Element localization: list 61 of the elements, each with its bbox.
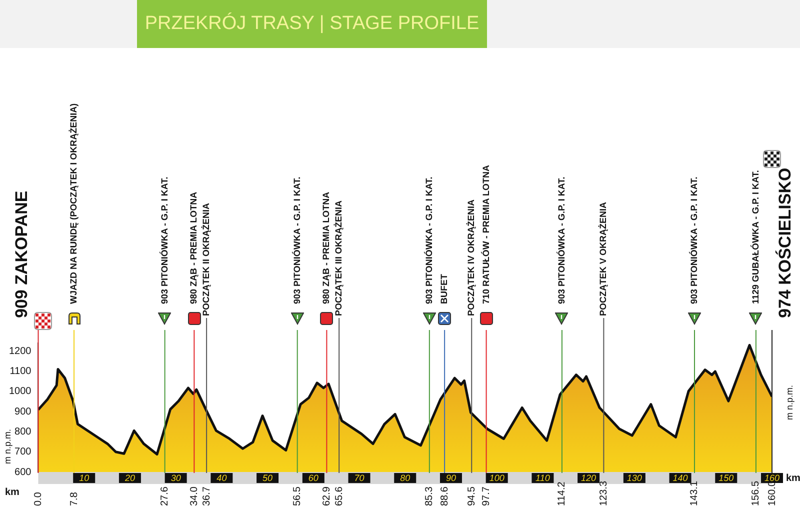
x2-tick-label: 94.5 xyxy=(466,486,478,506)
y-tick-label: 900 xyxy=(14,406,32,418)
x-tick-label: 130 xyxy=(626,473,642,483)
x-tick-label: 110 xyxy=(536,473,550,483)
y-axis-title: m n.p.m. xyxy=(2,428,12,464)
ref-line-label: POCZĄTEK II OKRĄŻENIA xyxy=(201,202,212,316)
ref-line-label: 980 ZĄB - PREMIA LOTNA xyxy=(188,191,199,304)
ref-line-label: WJAZD NA RUNDĘ (POCZĄTEK I OKRĄŻENIA) xyxy=(68,103,78,304)
x-tick-label: 50 xyxy=(262,473,273,483)
y-tick-label: 600 xyxy=(14,466,32,478)
x2-tick-label: 97.7 xyxy=(481,486,492,506)
y-tick-label: 800 xyxy=(14,426,32,438)
x2-tick-label: 7.8 xyxy=(68,492,80,506)
x-tick-label: 10 xyxy=(79,473,90,483)
ref-line-label: 710 RATUŁÓW - PREMIA LOTNA xyxy=(480,164,491,304)
x-tick-label: 40 xyxy=(216,473,227,483)
x2-tick-label: 85.3 xyxy=(424,486,436,506)
x2-tick-label: 27.6 xyxy=(160,486,171,506)
ref-line-label: POCZĄTEK III OKRĄŻENIA xyxy=(334,200,344,316)
ref-line-label: 903 PITONIÓWKA - G.P. I KAT. xyxy=(292,176,302,304)
y-tick-label: 1100 xyxy=(10,366,32,377)
ref-line-label: BUFET xyxy=(439,274,450,304)
x2-tick-label: 88.6 xyxy=(439,486,450,506)
text: km xyxy=(5,486,20,498)
x2-tick-label: 123.3 xyxy=(598,480,610,506)
x-tick-label: 60 xyxy=(308,473,318,483)
x-tick-label: 80 xyxy=(400,473,410,483)
y-tick-label: 1000 xyxy=(8,386,32,398)
ref-line-label: 909 ZAKOPANE xyxy=(12,190,31,318)
x-axis-title: km xyxy=(786,472,800,484)
x2-tick-label: 65.6 xyxy=(334,486,345,506)
y-tick-label: 1200 xyxy=(8,346,32,357)
x-tick-label: 120 xyxy=(581,473,596,483)
ref-line-label: 903 PITONIÓWKA - G.P. I KAT. xyxy=(688,176,699,304)
x2-tick-label: 34.0 xyxy=(188,486,200,506)
x2-tick-label: 156.5 xyxy=(750,480,762,506)
x-tick-label: 70 xyxy=(354,473,364,483)
ref-line-label: 974 KOŚCIELISKO xyxy=(774,168,795,318)
x2-tick-label: 56.5 xyxy=(292,486,304,506)
x2-tick-label: 114.2 xyxy=(556,481,568,506)
x-tick-label: 160 xyxy=(764,473,780,483)
ref-line-label: 903 PITONIÓWKA - G.P. I KAT. xyxy=(556,176,566,304)
x-tick-label: 150 xyxy=(718,473,734,483)
ref-line-label: 1129 GUBAŁÓWKA - G.P. I KAT. xyxy=(750,170,760,304)
x2-tick-label: 0.0 xyxy=(32,492,44,506)
ref-line-label: POCZĄTEK V OKRĄŻENIA xyxy=(598,201,608,316)
ref-line-label: 980 ZĄB - PREMIA LOTNA xyxy=(321,191,332,304)
ref-line-label: 903 PITONIÓWKA - G.P. I KAT. xyxy=(424,176,434,304)
y2-axis-title: m n.p.m. xyxy=(784,384,794,420)
x2-tick-label: 62.9 xyxy=(321,486,332,506)
x-tick-label: 20 xyxy=(124,473,135,483)
ref-line-label: POCZĄTEK IV OKRĄŻENIA xyxy=(466,198,476,316)
x2-tick-label: 36.7 xyxy=(201,486,212,506)
x-tick-label: 90 xyxy=(446,473,456,483)
y-tick-label: 700 xyxy=(14,446,32,458)
ref-line-label: 903 PITONIÓWKA - G.P. I KAT. xyxy=(159,176,170,304)
x-tick-label: 140 xyxy=(672,473,688,483)
chart-title: PRZEKRÓJ TRASY | STAGE PROFILE xyxy=(137,0,487,48)
x2-tick-label: 143.1 xyxy=(689,480,700,506)
x-tick-label: 30 xyxy=(170,473,181,483)
x-tick-label: 100 xyxy=(489,473,504,483)
